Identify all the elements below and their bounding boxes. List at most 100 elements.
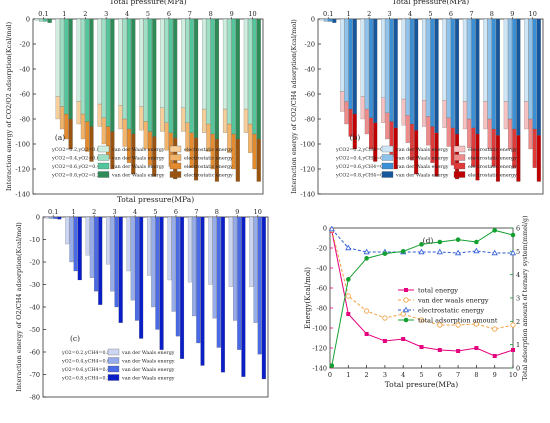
legend-label: electrostatic energy	[184, 173, 233, 179]
legend-swatch	[97, 162, 110, 170]
bar-vdw	[233, 216, 238, 321]
bar-vdw	[85, 18, 90, 122]
bar-vdw	[171, 216, 176, 312]
bar-vdw	[536, 18, 541, 136]
bar-vdw	[47, 18, 52, 23]
legend-swatch	[107, 374, 120, 381]
bar-electrostatic	[352, 113, 357, 150]
bar-vdw	[231, 18, 236, 135]
bar-vdw	[175, 216, 180, 337]
x-tick-label: 5	[419, 371, 423, 379]
category-label: 8	[490, 10, 494, 18]
bar-electrostatic	[59, 106, 65, 130]
y-tick-label: -20	[20, 41, 30, 49]
bar-vdw	[503, 18, 508, 102]
bar-electrostatic	[536, 135, 541, 182]
y-tick-label: 0	[26, 16, 30, 24]
y-tick-label: -20	[317, 245, 327, 253]
category-label: 6	[174, 208, 178, 216]
legend-composition: yCO2=0.8,yCH4=0.2	[335, 173, 388, 179]
top-axis-title: Total pressure(MPa)	[392, 0, 469, 6]
y2-axis-label: Total adsorption amount of ternary syste…	[522, 215, 529, 380]
bar-vdw	[462, 18, 467, 102]
data-point	[492, 354, 497, 358]
bar-vdw	[34, 18, 39, 21]
y-tick-label: -20	[305, 41, 315, 49]
bar-electrostatic	[385, 112, 390, 140]
panel-label: (c)	[70, 334, 80, 343]
bar-vdw	[261, 216, 266, 380]
data-point	[418, 248, 425, 255]
y-tick-label: -80	[20, 116, 30, 124]
legend-swatch	[381, 154, 394, 161]
y2-tick-label: 3	[516, 295, 520, 303]
legend-label: electrostatic energy	[468, 147, 517, 153]
bar-vdw	[352, 18, 357, 115]
bar-vdw	[147, 216, 152, 276]
data-point	[346, 312, 351, 316]
data-point	[455, 237, 461, 242]
y-tick-label: -100	[312, 325, 327, 333]
bar-vdw	[53, 216, 58, 219]
bar-electrostatic	[122, 118, 127, 147]
legend-label: van der Waals energy	[121, 350, 175, 356]
y2-tick-label: 0	[516, 365, 520, 373]
legend-label: electrostatic energy	[468, 164, 517, 170]
bar-electrostatic	[101, 117, 106, 145]
bar-vdw	[512, 18, 517, 130]
legend-composition: yCO2=0.4,yCH4=0.6	[335, 156, 388, 162]
top-axis-title: Total pressure(MPa)	[117, 195, 194, 204]
bar-vdw	[257, 216, 262, 355]
legend-label: van der Waals energy	[121, 376, 175, 382]
bar-electrostatic	[462, 101, 467, 130]
bar-vdw	[106, 216, 111, 265]
category-label: 7	[194, 208, 198, 216]
bar-vdw	[409, 18, 414, 125]
bar-vdw	[319, 18, 324, 21]
legend-swatch	[169, 154, 182, 161]
bar-vdw	[97, 18, 102, 105]
bar-electrostatic	[139, 106, 144, 131]
bar-electrostatic	[222, 108, 228, 133]
legend-label: van der Waals energy	[395, 156, 449, 162]
bar-vdw	[508, 18, 513, 120]
bar-vdw	[44, 216, 49, 219]
legend-composition: yCO2=0.2,yO2=0.8	[51, 147, 100, 153]
legend-swatch	[169, 145, 182, 153]
bar-electrostatic	[97, 103, 102, 127]
legend-composition: yO2=0.8,yCH4=0.2	[61, 376, 110, 382]
bar-vdw	[524, 18, 529, 102]
bar-vdw	[222, 18, 228, 110]
y-tick-label: -140	[15, 191, 30, 199]
legend-label: electrostatic energy	[468, 173, 517, 179]
bar-electrostatic	[243, 108, 248, 133]
bar-vdw	[59, 18, 65, 107]
legend-composition: yCO2=0.6,yO2=0.4	[51, 164, 100, 170]
legend-label: total energy	[418, 287, 458, 295]
bar-vdw	[344, 18, 349, 102]
legend-swatch	[381, 162, 394, 170]
bar-vdw	[212, 216, 217, 319]
x-tick-label: 9	[493, 371, 497, 379]
legend-label: total adsorption amount	[418, 317, 498, 325]
panel-label: (b)	[350, 133, 361, 142]
bar-vdw	[139, 216, 144, 339]
bar-vdw	[442, 18, 447, 101]
bar-vdw	[528, 18, 533, 120]
legend-label: electrostatic energy	[184, 156, 233, 162]
bar-vdw	[196, 216, 201, 344]
bar-vdw	[256, 18, 261, 140]
legend-marker	[403, 317, 409, 323]
x-tick-label: 3	[383, 371, 387, 379]
bar-vdw	[94, 216, 99, 292]
bar-electrostatic	[503, 101, 508, 130]
bar-vdw	[487, 18, 492, 120]
legend-swatch	[107, 348, 120, 356]
y-tick-label: -120	[312, 345, 327, 353]
bar-vdw	[360, 18, 365, 97]
y-tick-label: -140	[300, 191, 315, 199]
bar-vdw	[323, 18, 328, 22]
x-tick-label: 10	[509, 371, 517, 379]
bar-vdw	[401, 18, 406, 100]
bar-vdw	[340, 18, 345, 92]
